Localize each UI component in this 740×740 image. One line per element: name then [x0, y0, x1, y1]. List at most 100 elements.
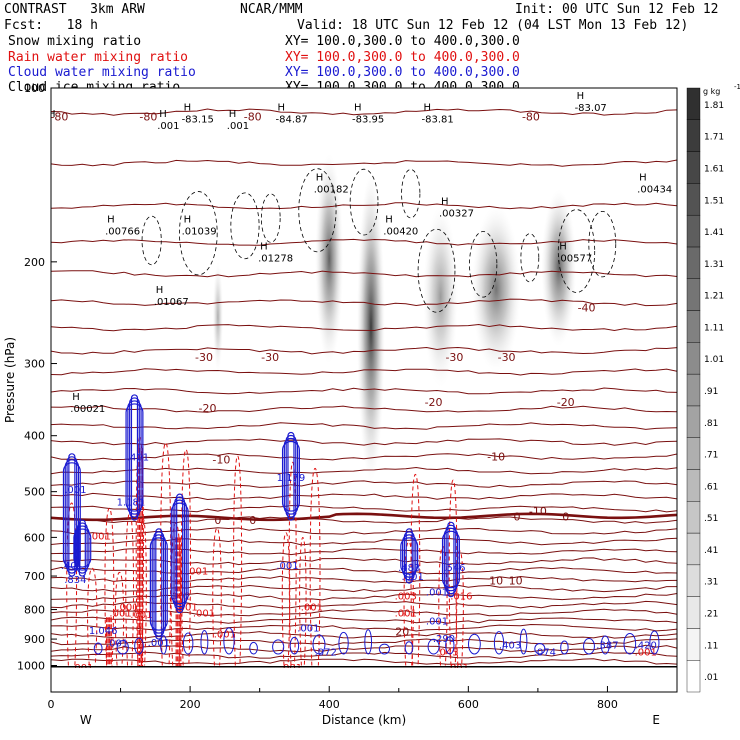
cloud-water-value-12: 1.046	[89, 626, 118, 637]
y-tick-label-2: 300	[24, 358, 45, 371]
isotherm-label-10: -20	[425, 396, 443, 409]
colorbar-swatch-18	[686, 87, 701, 120]
snow-shading-0	[357, 172, 385, 482]
rain-water-contour-2	[104, 507, 115, 666]
ice-high-marker-16: H	[639, 172, 647, 183]
rain-water-value-1: .001	[186, 567, 208, 578]
colorbar-level-1: .11	[704, 641, 718, 651]
center-label: NCAR/MMM	[240, 2, 303, 17]
rain-water-value-14: .001	[635, 647, 657, 658]
freezing-level-line-0	[51, 512, 677, 522]
colorbar-level-5: .51	[704, 514, 718, 524]
cloud-water-contour-6-0	[405, 528, 413, 584]
cloud-water-contour-5-3	[281, 440, 300, 512]
field-rain-xy: XY= 100.0,300.0 to 400.0,300.0	[285, 50, 520, 65]
ice-high-marker-3: H	[229, 109, 237, 120]
isotherm-line-7	[51, 346, 677, 355]
cloud-water-value-11: .001	[426, 616, 448, 627]
field-snow-name: Snow mixing ratio	[8, 34, 142, 49]
colorbar-swatch-3	[686, 564, 701, 597]
snow-shading-3	[541, 189, 577, 347]
cloud-water-shallow-3	[160, 635, 168, 655]
isotherm-label-2: -80	[244, 110, 262, 123]
colorbar-swatch-0	[686, 660, 701, 693]
colorbar-unit: g kg	[703, 87, 720, 96]
east-endpoint-label: E	[652, 713, 660, 727]
colorbar-swatch-10	[686, 342, 701, 375]
cloud-water-shallow-0	[93, 642, 103, 655]
colorbar-level-16: 1.61	[704, 164, 724, 174]
cloud-water-contour-7-2	[443, 527, 459, 592]
isotherm-line-35	[51, 658, 677, 665]
isotherm-label-18: 0	[562, 510, 569, 523]
colorbar-swatch-4	[686, 532, 701, 566]
x-tick-label-2: 400	[319, 698, 340, 711]
cloud-water-contour-2-0	[130, 394, 139, 521]
ice-high-value-14: .00327	[439, 209, 474, 220]
ice-high-marker-4: H	[277, 102, 285, 113]
cloud-water-contour-6-2	[402, 534, 417, 578]
cloud-water-contour-5-2	[283, 437, 299, 515]
ice-high-value-16: .00434	[637, 184, 672, 195]
cloud-water-value-6: .001	[276, 561, 298, 572]
isotherm-label-19: 10	[489, 574, 503, 587]
ice-high-value-4: -84.87	[275, 114, 307, 125]
y-tick-label-5: 600	[24, 531, 45, 544]
colorbar-swatch-6	[686, 469, 701, 502]
colorbar-level-18: 1.81	[704, 101, 724, 111]
cloud-water-shallow-16	[445, 636, 455, 655]
rain-water-contour-19	[448, 479, 458, 666]
cloud-ice-contour-1	[179, 191, 218, 276]
cloud-water-shallow-21	[560, 640, 569, 655]
colorbar-level-9: .91	[704, 387, 718, 397]
cloud-water-contour-7-3	[441, 530, 460, 589]
field-rain-name: Rain water mixing ratio	[8, 50, 189, 65]
ice-high-value-9: .01039	[182, 226, 217, 237]
cloud-water-value-0: .001	[64, 485, 86, 496]
colorbar-level-12: 1.21	[704, 292, 724, 302]
field-snow-xy: XY= 100.0,300.0 to 400.0,300.0	[285, 34, 520, 49]
isotherm-line-16	[51, 492, 677, 501]
isotherm-line-13	[51, 452, 677, 461]
cloud-water-shallow-5	[200, 629, 209, 655]
colorbar-swatch-12	[686, 278, 701, 311]
cloud-ice-contour-5	[349, 168, 379, 236]
cloud-water-shallow-24	[623, 633, 637, 655]
y-tick-label-0: 100	[24, 82, 45, 95]
rain-water-contour-15	[309, 467, 321, 666]
cloud-water-value-16: .072	[315, 648, 337, 659]
isotherm-line-1	[51, 159, 677, 167]
rain-water-value-5: .001	[193, 609, 215, 620]
colorbar-swatch-17	[686, 119, 701, 152]
plot-frame	[50, 87, 678, 693]
colorbar-swatch-5	[686, 501, 701, 534]
cloud-water-shallow-18	[493, 631, 505, 655]
isotherm-label-20: 10	[509, 574, 523, 587]
x-tick-label-1: 200	[180, 698, 201, 711]
field-cloud-water-xy: XY= 100.0,300.0 to 400.0,300.0	[285, 65, 520, 80]
colorbar-swatch-2	[686, 596, 701, 629]
x-axis-label: Distance (km)	[322, 713, 406, 727]
cloud-water-contour-3-0	[155, 528, 163, 640]
isotherm-line-9	[51, 387, 677, 395]
cloud-water-shallow-19	[519, 628, 528, 655]
cloud-water-contour-4-1	[174, 496, 186, 611]
isotherm-line-4	[51, 270, 677, 278]
cloud-water-contour-0-1	[66, 456, 78, 574]
colorbar-swatch-9	[686, 373, 701, 407]
colorbar-unit-exponent: -1	[734, 83, 740, 91]
colorbar-level-15: 1.51	[704, 196, 724, 206]
cloud-water-shallow-14	[404, 641, 414, 655]
rain-water-contour-14	[299, 536, 307, 666]
rain-water-value-17: .001	[447, 663, 469, 674]
isotherm-label-6: -30	[261, 351, 279, 364]
cloud-ice-contour-7	[417, 228, 456, 313]
isotherm-line-17	[51, 505, 677, 513]
cloud-ice-contour-11	[588, 210, 617, 278]
rain-water-contour-17	[410, 473, 421, 666]
ice-high-marker-12: H	[316, 172, 324, 183]
ice-high-marker-14: H	[441, 197, 449, 208]
y-tick-label-1: 200	[24, 256, 45, 269]
isotherm-label-5: -30	[195, 351, 213, 364]
isotherm-label-0: -80	[50, 110, 68, 123]
